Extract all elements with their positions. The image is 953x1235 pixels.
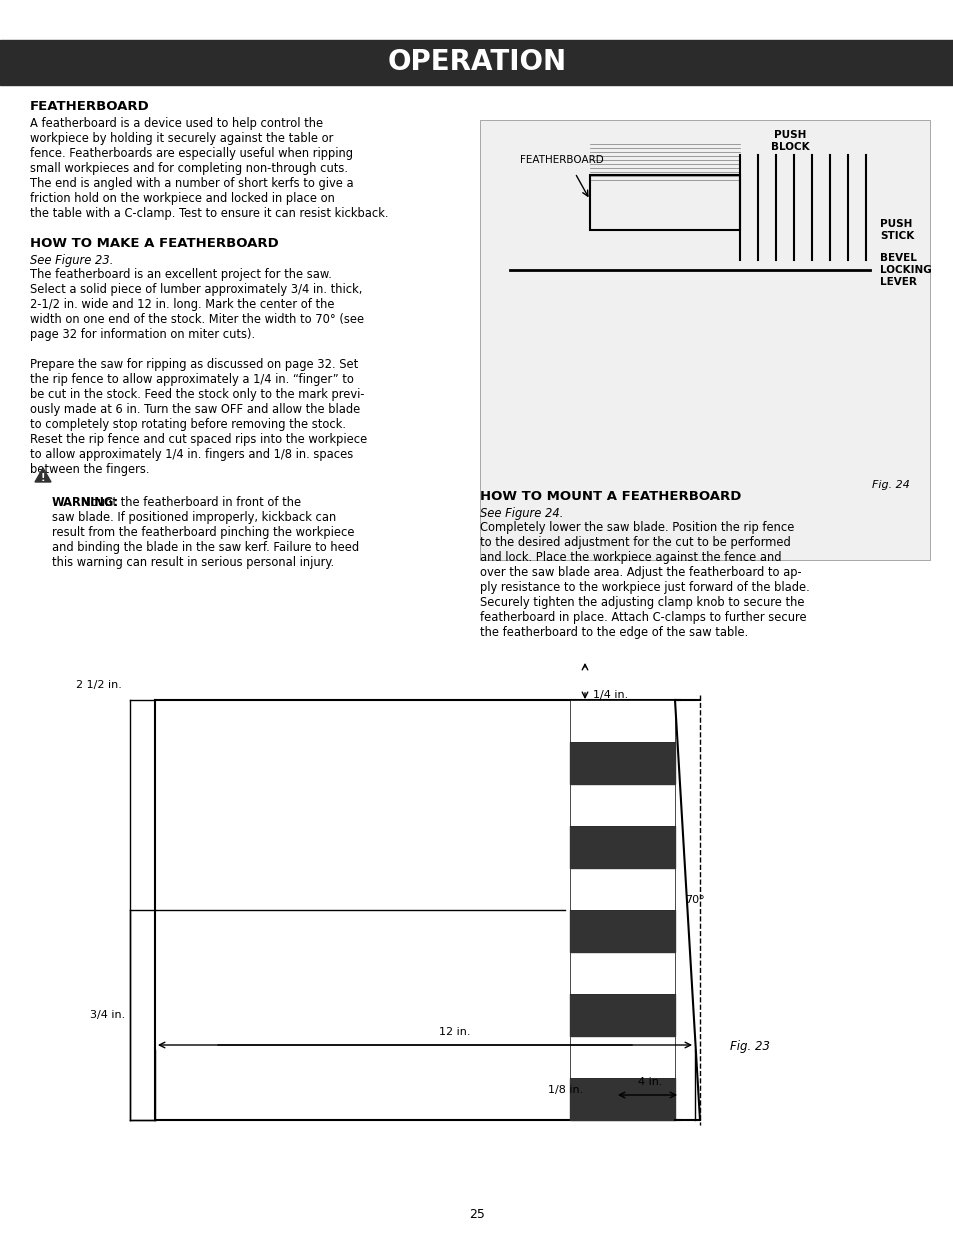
Polygon shape xyxy=(569,994,675,1036)
Text: HOW TO MOUNT A FEATHERBOARD: HOW TO MOUNT A FEATHERBOARD xyxy=(479,490,740,503)
Text: PUSH
BLOCK: PUSH BLOCK xyxy=(770,130,808,152)
Text: OPERATION: OPERATION xyxy=(387,48,566,77)
Text: Fig. 23: Fig. 23 xyxy=(729,1040,769,1053)
Polygon shape xyxy=(569,910,675,952)
Text: See Figure 24.: See Figure 24. xyxy=(479,508,563,520)
Text: WARNING:: WARNING: xyxy=(52,496,119,509)
Polygon shape xyxy=(569,1078,675,1120)
Text: A featherboard is a device used to help control the
workpiece by holding it secu: A featherboard is a device used to help … xyxy=(30,117,388,220)
Text: 1/4 in.: 1/4 in. xyxy=(593,690,628,700)
Text: HOW TO MAKE A FEATHERBOARD: HOW TO MAKE A FEATHERBOARD xyxy=(30,237,278,249)
Text: FEATHERBOARD: FEATHERBOARD xyxy=(519,156,603,165)
Text: 3/4 in.: 3/4 in. xyxy=(90,1010,125,1020)
Text: Completely lower the saw blade. Position the rip fence
to the desired adjustment: Completely lower the saw blade. Position… xyxy=(479,521,809,638)
Text: 4 in.: 4 in. xyxy=(638,1077,661,1087)
Text: 25: 25 xyxy=(469,1209,484,1221)
Text: 70°: 70° xyxy=(684,895,704,905)
Text: Fig. 24: Fig. 24 xyxy=(871,480,909,490)
Text: FEATHERBOARD: FEATHERBOARD xyxy=(30,100,150,112)
Polygon shape xyxy=(569,742,675,784)
Text: BEVEL
LOCKING
LEVER: BEVEL LOCKING LEVER xyxy=(879,253,931,287)
Polygon shape xyxy=(569,868,675,910)
Polygon shape xyxy=(569,700,675,742)
Text: Prepare the saw for ripping as discussed on page 32. Set
the rip fence to allow : Prepare the saw for ripping as discussed… xyxy=(30,358,367,475)
Text: !: ! xyxy=(41,473,45,483)
Text: 12 in.: 12 in. xyxy=(438,1028,470,1037)
Text: See Figure 23.: See Figure 23. xyxy=(30,254,113,267)
Text: The featherboard is an excellent project for the saw.
Select a solid piece of lu: The featherboard is an excellent project… xyxy=(30,268,364,341)
Bar xyxy=(479,120,929,559)
Polygon shape xyxy=(569,1036,675,1078)
Text: Mount the featherboard in front of the
saw blade. If positioned improperly, kick: Mount the featherboard in front of the s… xyxy=(52,496,358,569)
Polygon shape xyxy=(569,826,675,868)
Polygon shape xyxy=(569,952,675,994)
Text: PUSH
STICK: PUSH STICK xyxy=(879,219,913,241)
Polygon shape xyxy=(569,784,675,826)
Text: 2 1/2 in.: 2 1/2 in. xyxy=(76,680,122,690)
Bar xyxy=(0,40,953,85)
Text: 1/8 in.: 1/8 in. xyxy=(547,1086,582,1095)
Polygon shape xyxy=(35,468,51,482)
